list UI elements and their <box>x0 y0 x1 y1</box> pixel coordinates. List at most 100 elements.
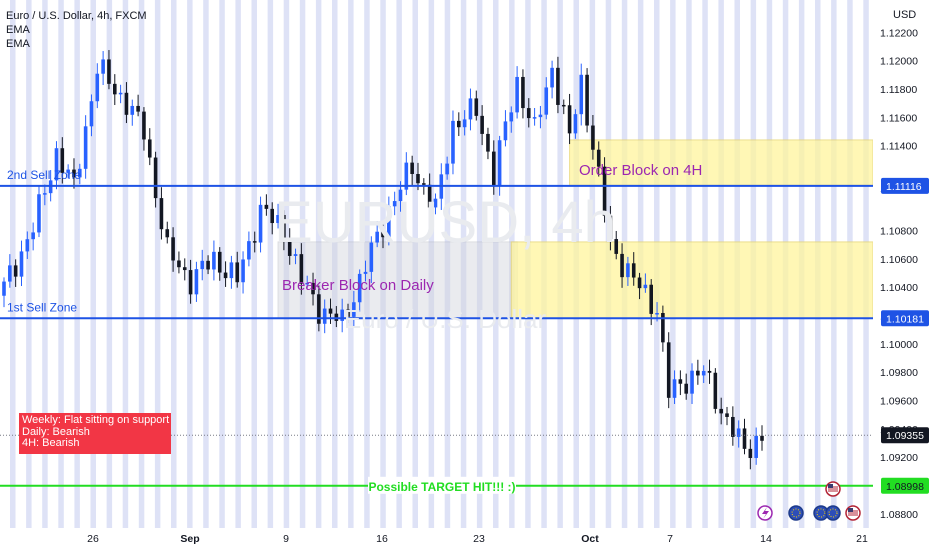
candle[interactable] <box>311 282 315 295</box>
candle[interactable] <box>276 215 280 224</box>
candle[interactable] <box>474 98 479 116</box>
candle[interactable] <box>573 114 578 134</box>
candle[interactable] <box>392 201 397 207</box>
candle[interactable] <box>614 239 619 254</box>
candle[interactable] <box>684 383 688 394</box>
candle[interactable] <box>363 271 368 274</box>
candle[interactable] <box>31 232 35 240</box>
candle[interactable] <box>89 101 94 127</box>
time-axis[interactable] <box>0 528 873 550</box>
candle[interactable] <box>591 125 595 150</box>
candle[interactable] <box>462 119 467 128</box>
candle[interactable] <box>72 169 76 178</box>
candle[interactable] <box>626 263 630 278</box>
candle[interactable] <box>690 370 694 394</box>
candle[interactable] <box>54 148 59 181</box>
candle[interactable] <box>223 272 228 279</box>
candle[interactable] <box>579 74 584 115</box>
candle[interactable] <box>509 112 514 122</box>
candle[interactable] <box>713 372 718 409</box>
candle[interactable] <box>649 284 654 314</box>
candle[interactable] <box>532 117 537 119</box>
candle[interactable] <box>317 294 321 324</box>
candle[interactable] <box>655 313 659 315</box>
candle[interactable] <box>247 241 251 260</box>
currency-label[interactable]: USD <box>893 9 917 21</box>
price-axis[interactable] <box>873 0 932 550</box>
candle[interactable] <box>299 254 304 284</box>
candle[interactable] <box>725 413 729 417</box>
candle[interactable] <box>567 105 572 134</box>
candle[interactable] <box>159 198 164 230</box>
candle[interactable] <box>526 108 531 119</box>
candle[interactable] <box>398 189 403 202</box>
daily-zone[interactable] <box>510 241 874 319</box>
candle[interactable] <box>585 74 589 126</box>
eu-event-icon[interactable] <box>788 505 804 521</box>
candle[interactable] <box>66 169 70 173</box>
candle[interactable] <box>206 260 210 270</box>
candle[interactable] <box>43 193 47 195</box>
candle[interactable] <box>194 269 199 295</box>
candle[interactable] <box>608 215 613 240</box>
candle[interactable] <box>387 206 391 238</box>
candle[interactable] <box>264 204 269 209</box>
candle[interactable] <box>556 67 560 105</box>
indicator-ema-2[interactable]: EMA <box>6 38 30 50</box>
candle[interactable] <box>491 151 496 186</box>
candle[interactable] <box>107 59 111 84</box>
candle[interactable] <box>754 435 758 458</box>
candle[interactable] <box>550 67 554 88</box>
candle[interactable] <box>497 140 502 186</box>
candle[interactable] <box>147 139 152 158</box>
candle[interactable] <box>101 59 105 74</box>
candle[interactable] <box>305 282 309 285</box>
candle[interactable] <box>596 149 601 167</box>
candle[interactable] <box>422 183 426 185</box>
candle[interactable] <box>381 231 385 238</box>
candle[interactable] <box>200 260 205 270</box>
candle[interactable] <box>352 302 356 317</box>
candle[interactable] <box>736 428 741 437</box>
candle[interactable] <box>631 263 636 278</box>
candle[interactable] <box>322 308 327 324</box>
candle[interactable] <box>235 262 240 283</box>
candle[interactable] <box>678 379 683 384</box>
order-block-zone[interactable] <box>569 139 874 186</box>
candle[interactable] <box>486 133 490 152</box>
candle[interactable] <box>521 76 525 109</box>
candle[interactable] <box>707 370 712 373</box>
candle[interactable] <box>701 370 706 376</box>
candle[interactable] <box>748 448 753 458</box>
candle[interactable] <box>153 157 158 199</box>
candle[interactable] <box>2 281 6 296</box>
candle[interactable] <box>212 251 216 270</box>
candle[interactable] <box>538 114 543 118</box>
candle[interactable] <box>561 104 566 107</box>
candle[interactable] <box>217 251 222 273</box>
candle[interactable] <box>171 237 175 261</box>
symbol-title[interactable]: Euro / U.S. Dollar, 4h, FXCM <box>6 10 147 22</box>
candle[interactable] <box>13 265 18 277</box>
candle[interactable] <box>118 92 123 95</box>
candle[interactable] <box>375 231 379 243</box>
candle[interactable] <box>433 198 438 208</box>
candle[interactable] <box>760 435 764 441</box>
candle[interactable] <box>37 194 41 233</box>
candle[interactable] <box>177 260 181 268</box>
candle[interactable] <box>742 428 747 449</box>
candle[interactable] <box>369 242 374 272</box>
candle[interactable] <box>346 309 350 317</box>
candle[interactable] <box>357 273 362 303</box>
candle[interactable] <box>112 83 117 95</box>
candle[interactable] <box>602 166 607 216</box>
candle[interactable] <box>124 92 129 115</box>
candle[interactable] <box>182 267 187 271</box>
candle[interactable] <box>258 204 263 243</box>
candle[interactable] <box>142 111 146 140</box>
candle[interactable] <box>8 265 12 282</box>
eu-event-icon[interactable] <box>825 505 841 521</box>
candle[interactable] <box>270 208 275 224</box>
candle[interactable] <box>25 239 30 252</box>
candle[interactable] <box>241 259 245 283</box>
